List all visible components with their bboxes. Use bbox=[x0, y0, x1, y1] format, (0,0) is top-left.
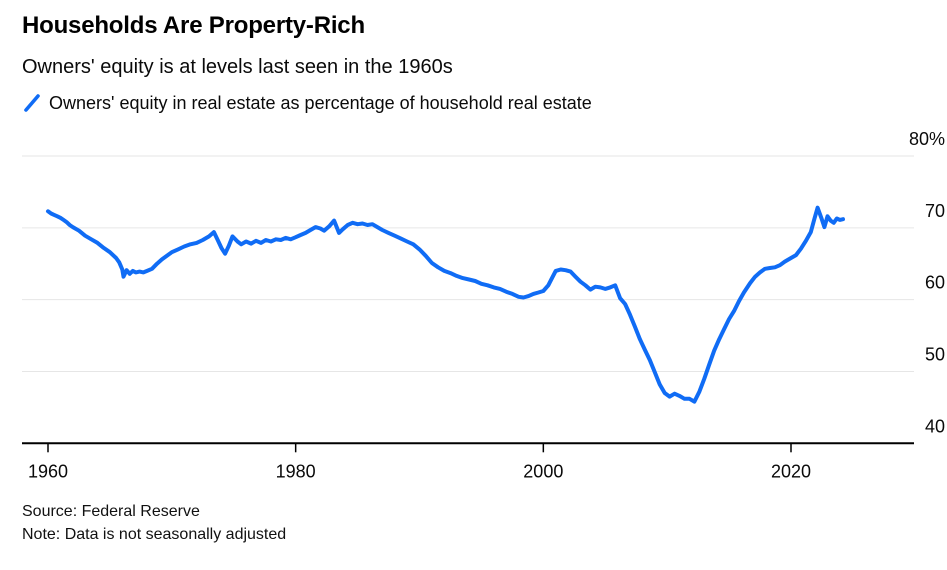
chart-footer: Source: Federal Reserve Note: Data is no… bbox=[22, 501, 286, 546]
x-axis-label-2000: 2000 bbox=[523, 461, 563, 481]
y-axis-label-70: 70 bbox=[925, 201, 945, 221]
line-chart: 40 50 60 70 80% 1960 1980 2000 2020 bbox=[0, 125, 947, 487]
legend-line-marker-icon bbox=[24, 94, 40, 112]
data-line-series-0 bbox=[46, 205, 845, 404]
x-axis-label-2020: 2020 bbox=[771, 461, 811, 481]
y-axis-label-60: 60 bbox=[925, 273, 945, 293]
x-axis-label-1980: 1980 bbox=[276, 461, 316, 481]
data-note: Note: Data is not seasonally adjusted bbox=[22, 525, 287, 543]
legend-label: Owners' equity in real estate as percent… bbox=[49, 92, 592, 113]
source-note: Source: Federal Reserve bbox=[22, 503, 200, 520]
y-axis-label-50: 50 bbox=[925, 344, 945, 364]
y-axis-label-40: 40 bbox=[925, 416, 945, 436]
chart-title: Households Are Property-Rich bbox=[22, 12, 365, 39]
line-chart-canvas: 40 50 60 70 80% 1960 1980 2000 2020 bbox=[22, 129, 945, 481]
x-axis-label-1960: 1960 bbox=[28, 461, 68, 481]
chart-subtitle: Owners' equity is at levels last seen in… bbox=[22, 56, 453, 78]
legend: Owners' equity in real estate as percent… bbox=[23, 92, 592, 114]
y-axis-label-80: 80% bbox=[909, 129, 945, 149]
